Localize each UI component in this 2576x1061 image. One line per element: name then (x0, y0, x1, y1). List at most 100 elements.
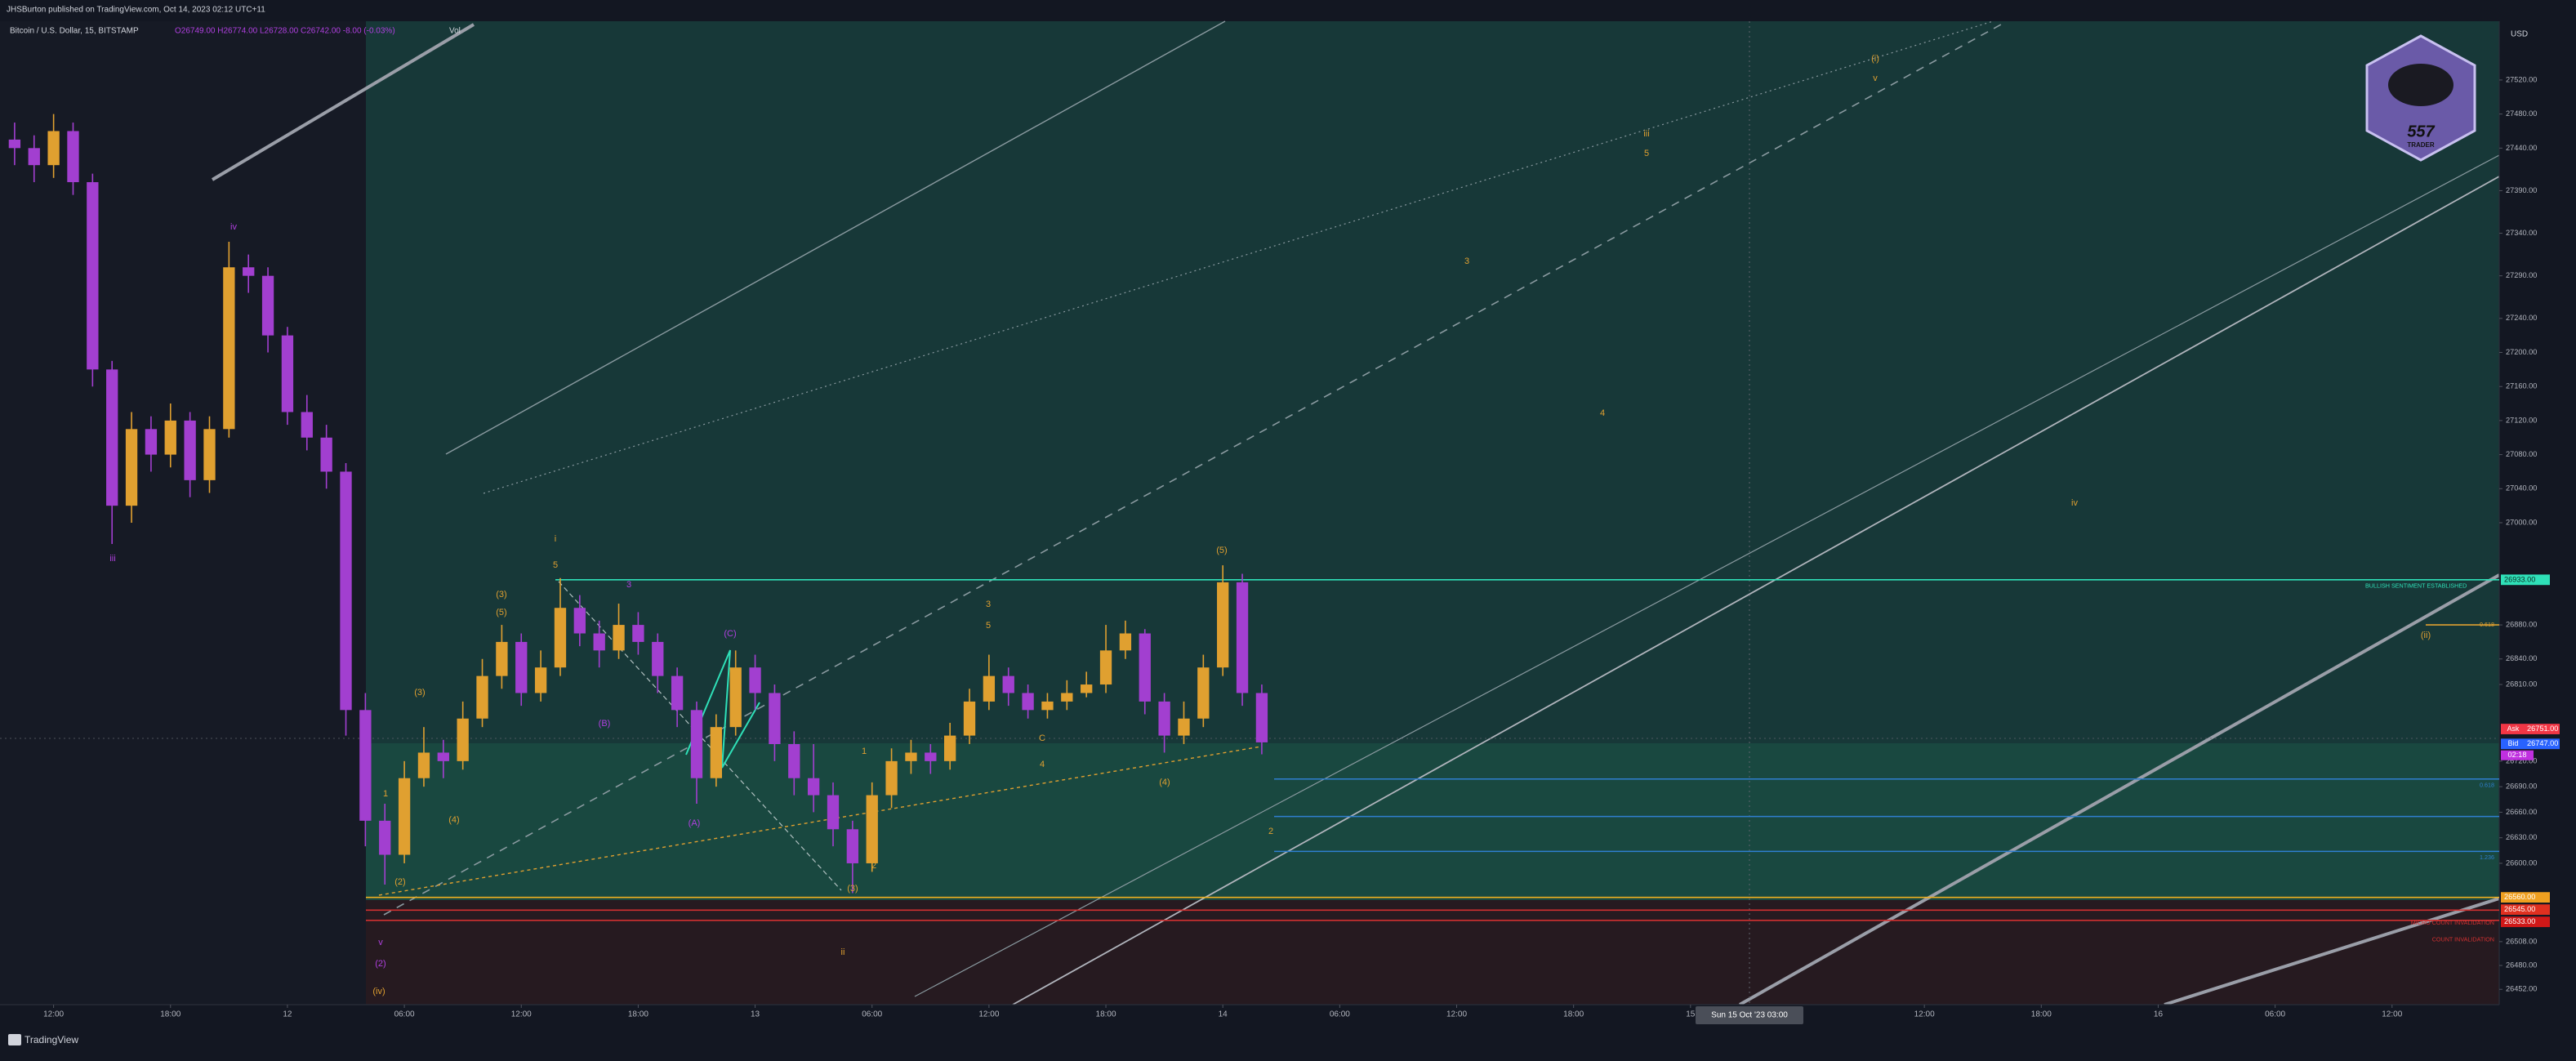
candle-body (261, 275, 274, 336)
candle-body (106, 369, 118, 506)
price-tag-label: 26533.00 (2504, 917, 2535, 925)
y-tick-label: 26840.00 (2506, 654, 2537, 662)
candle-body (145, 429, 158, 455)
trend-line (211, 23, 475, 181)
candle-body (379, 820, 391, 855)
candle-body (846, 829, 859, 863)
level-label: BULLISH SENTIMENT ESTABLISHED (2365, 582, 2467, 589)
wave-label: (iv) (372, 987, 385, 996)
publisher-header: JHSBurton published on TradingView.com, … (7, 6, 265, 15)
x-tick-label: 12:00 (1914, 1010, 1935, 1019)
x-tick-label: 06:00 (394, 1010, 415, 1019)
wave-label: iii (109, 554, 115, 564)
price-tag-name: Bid (2508, 739, 2519, 747)
wave-label: v (1873, 74, 1878, 83)
trend-line (914, 154, 2500, 997)
candle-body (710, 727, 722, 778)
x-tick-label: 18:00 (1563, 1010, 1584, 1019)
y-tick-label: 26690.00 (2506, 782, 2537, 791)
candle-body (1236, 582, 1249, 693)
candle-body (359, 710, 372, 821)
price-tag (2501, 916, 2550, 928)
left-region (0, 21, 366, 1005)
y-tick-label: 27040.00 (2506, 484, 2537, 493)
price-tag (2501, 574, 2550, 586)
candle-body (905, 752, 917, 761)
candle-body (301, 412, 313, 438)
y-tick-label: 27120.00 (2506, 416, 2537, 424)
wave-label: 4 (1040, 760, 1045, 769)
candle-body (8, 139, 21, 149)
candle-body (652, 641, 664, 676)
x-tick-label: 12:00 (2382, 1010, 2402, 1019)
candle-body (1099, 650, 1112, 685)
candle-body (281, 335, 294, 412)
candle-body (125, 429, 138, 506)
candle-body (1255, 693, 1268, 742)
candle-body (671, 675, 684, 711)
level-label: 0.618 (2480, 621, 2494, 628)
candle-body (573, 608, 586, 634)
wave-label: 3 (1464, 256, 1469, 266)
countdown-bg (2501, 750, 2534, 760)
y-tick-label: 27160.00 (2506, 382, 2537, 390)
candle-body (983, 675, 996, 702)
countdown: 02:18 (2508, 751, 2527, 759)
candle-body (476, 675, 488, 719)
wave-label: (B) (599, 719, 611, 729)
wave-label: iv (230, 222, 237, 232)
candle-body (47, 131, 60, 166)
price-tag-label: 26545.00 (2504, 905, 2535, 913)
trend-line (445, 20, 1226, 455)
candle-body (1041, 701, 1054, 711)
invalidation-zone (366, 900, 2499, 1005)
y-tick-label: 27480.00 (2506, 109, 2537, 118)
x-tick-label: 18:00 (1096, 1010, 1116, 1019)
candle-body (87, 182, 99, 370)
candle-body (613, 625, 625, 651)
candle-body (417, 752, 430, 778)
candle-body (749, 667, 761, 693)
y-tick-label: 26880.00 (2506, 621, 2537, 629)
wave-label: v (378, 938, 383, 947)
y-tick-label: 27520.00 (2506, 75, 2537, 83)
candle-body (554, 608, 567, 668)
x-tick-label: 12:00 (511, 1010, 532, 1019)
wave-label: 3 (626, 580, 631, 590)
wave-label: (A) (689, 818, 701, 828)
wave-label: 5 (986, 621, 991, 631)
symbol: Bitcoin / U.S. Dollar, 15, BITSTAMP (10, 27, 139, 36)
wave-label: 2 (871, 861, 876, 871)
price-tag-label: 26933.00 (2504, 575, 2535, 583)
logo-head (2388, 64, 2453, 106)
price-tag (2525, 724, 2560, 734)
level-label: COUNT INVALIDATION (2432, 936, 2494, 943)
price-tag-name: Ask (2507, 724, 2520, 733)
wave-label: 2 (1268, 827, 1273, 836)
candle-body (340, 471, 352, 711)
footer: TradingView (25, 1034, 78, 1045)
y-tick-label: 27290.00 (2506, 271, 2537, 279)
price-tag (2501, 892, 2550, 903)
candle-body (164, 420, 176, 455)
price-tag-name-bg (2501, 724, 2525, 734)
x-tick-label: 18:00 (2031, 1010, 2052, 1019)
candle-body (827, 795, 840, 830)
candle-body (1139, 633, 1151, 702)
trend-line (2164, 897, 2500, 1006)
candle-body (885, 760, 898, 796)
wave-label: 4 (1600, 408, 1605, 418)
candle-body (1197, 667, 1210, 719)
level-label: MICRO COUNT INVALIDATION (2411, 919, 2494, 926)
wave-label: (3) (496, 590, 506, 600)
price-tag-label: 26751.00 (2527, 724, 2558, 733)
candle-body (1178, 718, 1190, 736)
candle-body (1081, 684, 1093, 693)
x-tick-label: 06:00 (1330, 1010, 1350, 1019)
tv-logo (8, 1034, 21, 1045)
candle-body (28, 148, 40, 166)
x-tick-label: 14 (1219, 1010, 1228, 1019)
wave-label: 1 (862, 747, 867, 756)
price-tag-label: 26560.00 (2504, 893, 2535, 901)
wave-label: 3 (986, 600, 991, 609)
